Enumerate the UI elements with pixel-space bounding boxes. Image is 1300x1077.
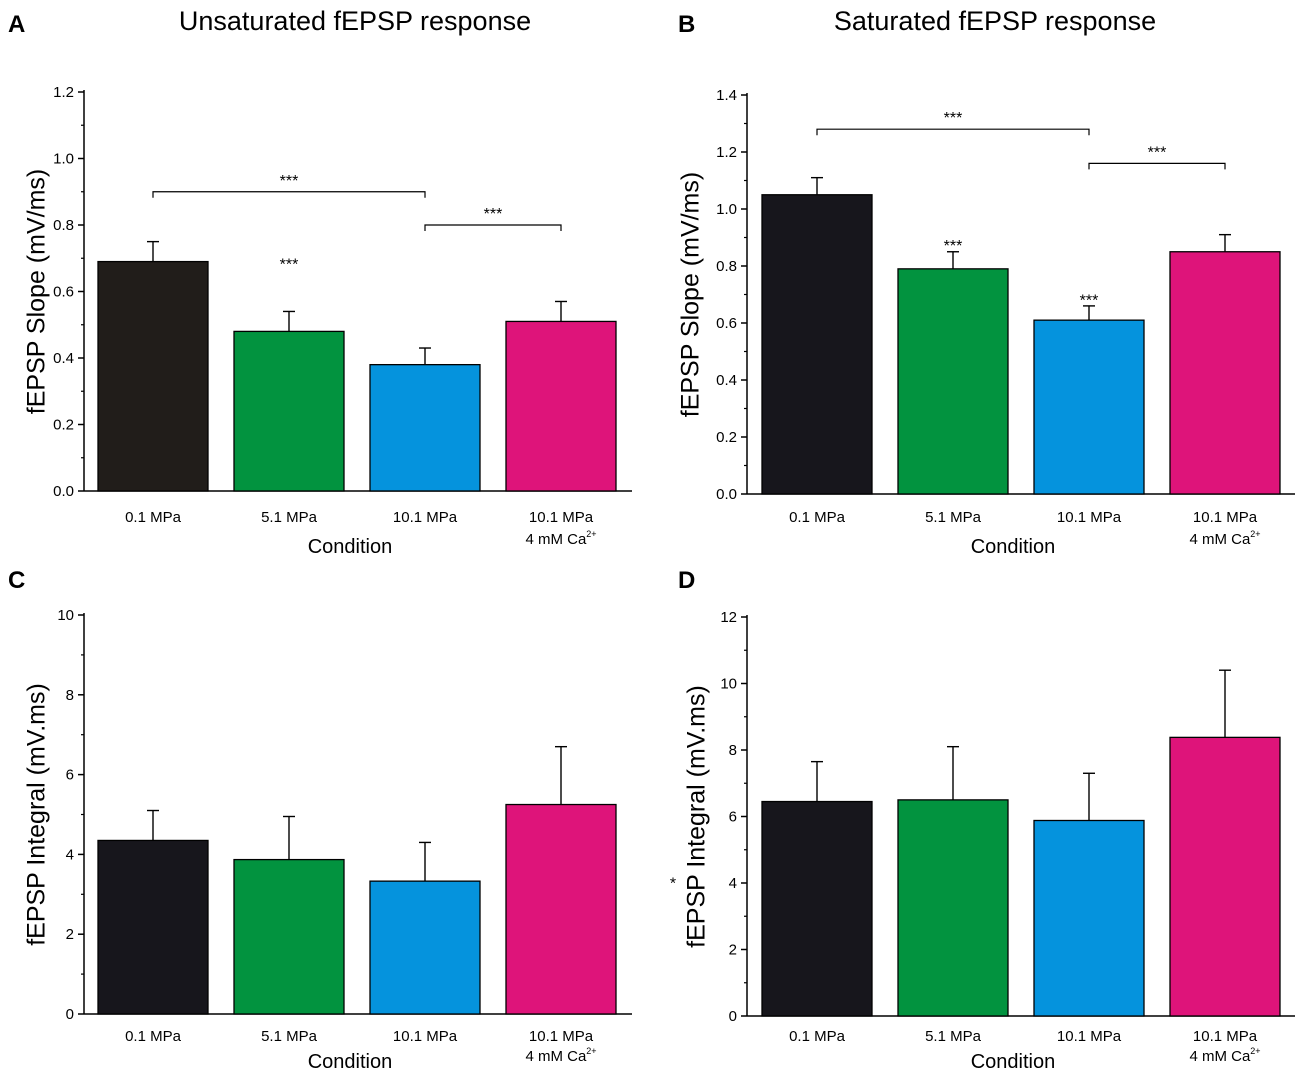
bar-0: [97, 839, 209, 1015]
bar-1: [233, 330, 345, 492]
superscript: 2+: [1250, 529, 1260, 539]
x-tick-label: 10.1 MPa: [529, 509, 594, 526]
chart-title: Unsaturated fEPSP response: [179, 6, 531, 36]
x-tick-label: 10.1 MPa: [1193, 1028, 1258, 1045]
y-tick-label: 0.6: [53, 284, 74, 301]
bracket-stars: ***: [484, 206, 503, 223]
y-tick-label: 0.0: [716, 486, 737, 503]
x-tick-label: 5.1 MPa: [261, 509, 318, 526]
bar-2: [1033, 819, 1145, 1017]
x-axis-label: Condition: [971, 1051, 1056, 1073]
bar-2: [369, 363, 481, 492]
panel-letter: A: [8, 11, 25, 38]
y-tick-label: 0.2: [716, 429, 737, 446]
significance-stars: ***: [280, 257, 299, 274]
x-tick-label: 5.1 MPa: [261, 1028, 318, 1045]
y-tick-label: 1.4: [716, 87, 737, 104]
y-axis-label-mark: *: [670, 876, 676, 893]
bar-3: [505, 803, 617, 1015]
x-tick-label: 5.1 MPa: [925, 1028, 982, 1045]
y-tick-label: 0.6: [716, 315, 737, 332]
y-tick-label: 0.0: [53, 483, 74, 500]
panel-letter: D: [678, 567, 695, 594]
y-axis-label: fEPSP Slope (mV/ms): [23, 169, 51, 414]
bar-3: [505, 320, 617, 492]
bar-3: [1169, 736, 1281, 1017]
bracket-stars: ***: [1148, 144, 1167, 161]
y-tick-label: 0.8: [716, 258, 737, 275]
x-tick-label: 5.1 MPa: [925, 509, 982, 526]
y-tick-label: 8: [66, 687, 74, 704]
y-tick-label: 0: [729, 1008, 737, 1025]
x-tick-label: 10.1 MPa: [393, 1028, 458, 1045]
y-tick-label: 6: [729, 809, 737, 826]
panel-b: B Saturated fEPSP response 0.0 0.2 0.4 0.6 0.8…: [677, 6, 1295, 558]
chart-title: Saturated fEPSP response: [834, 6, 1156, 36]
superscript: 2+: [586, 529, 596, 539]
y-tick-label: 12: [720, 609, 737, 626]
bar-0: [761, 194, 873, 495]
x-tick-label: 0.1 MPa: [125, 509, 182, 526]
bar-1: [233, 858, 345, 1015]
y-tick-label: 4: [729, 875, 737, 892]
x-tick-label: 0.1 MPa: [789, 1028, 846, 1045]
x-tick-label: 0.1 MPa: [125, 1028, 182, 1045]
y-tick-label: 0.8: [53, 217, 74, 234]
bar-0: [97, 260, 209, 492]
panel-letter: B: [678, 11, 695, 38]
y-tick-label: 1.0: [716, 201, 737, 218]
y-tick-label: 8: [729, 742, 737, 759]
y-tick-label: 2: [729, 942, 737, 959]
x-tick-sublabel: 4 mM Ca2+: [525, 1046, 596, 1065]
x-tick-sublabel: 4 mM Ca2+: [1189, 1046, 1260, 1065]
significance-stars: ***: [944, 238, 963, 255]
x-tick-sublabel: 4 mM Ca2+: [525, 529, 596, 548]
bracket-stars: ***: [280, 173, 299, 190]
y-tick-label: 6: [66, 767, 74, 784]
significance-stars: ***: [1080, 292, 1099, 309]
bracket-stars: ***: [944, 110, 963, 127]
x-tick-sublabel: 4 mM Ca2+: [1189, 529, 1260, 548]
bar-1: [897, 799, 1009, 1017]
x-tick-label: 10.1 MPa: [393, 509, 458, 526]
panel-d: D 0 2 4 6 8 10 12 fEPSP Integral (mV.ms) * 0.1 MPa…: [670, 567, 1295, 1073]
x-tick-label: 0.1 MPa: [789, 509, 846, 526]
x-tick-label: 10.1 MPa: [1057, 1028, 1122, 1045]
y-tick-label: 4: [66, 846, 74, 863]
y-tick-label: 1.0: [53, 151, 74, 168]
y-tick-label: 1.2: [53, 84, 74, 101]
superscript: 2+: [1250, 1046, 1260, 1056]
y-tick-label: 1.2: [716, 144, 737, 161]
y-axis-label: fEPSP Integral (mV.ms): [683, 685, 711, 948]
y-axis-label: fEPSP Integral (mV.ms): [23, 683, 51, 946]
panel-letter: C: [8, 567, 25, 594]
significance-bracket: [816, 128, 1090, 136]
bar-1: [897, 268, 1009, 495]
bar-0: [761, 800, 873, 1017]
y-axis-label: fEPSP Slope (mV/ms): [677, 172, 705, 417]
superscript: 2+: [586, 1046, 596, 1056]
x-tick-label: 10.1 MPa: [1057, 509, 1122, 526]
significance-bracket: [152, 191, 426, 198]
x-axis-label: Condition: [971, 536, 1056, 558]
significance-bracket: [424, 224, 562, 231]
x-tick-label: 10.1 MPa: [1193, 509, 1258, 526]
y-tick-label: 0.2: [53, 417, 74, 434]
bar-2: [369, 880, 481, 1015]
y-tick-label: 0.4: [716, 372, 737, 389]
bar-2: [1033, 319, 1145, 495]
y-tick-label: 0.4: [53, 350, 74, 367]
x-axis-label: Condition: [308, 536, 393, 558]
y-tick-label: 0: [66, 1006, 74, 1023]
panel-c: C 0 2 4 6 8 10 fEPSP Integral (mV.ms) 0.1 MPa 5.1…: [8, 567, 632, 1073]
significance-bracket: [1088, 162, 1226, 170]
x-tick-label: 10.1 MPa: [529, 1028, 594, 1045]
bar-3: [1169, 251, 1281, 495]
y-tick-label: 10: [57, 607, 74, 624]
x-axis-label: Condition: [308, 1051, 393, 1073]
y-tick-label: 2: [66, 926, 74, 943]
y-tick-label: 10: [720, 676, 737, 693]
panel-a: A Unsaturated fEPSP response 0.0 0.2 0.4 0.6 0…: [8, 6, 632, 558]
